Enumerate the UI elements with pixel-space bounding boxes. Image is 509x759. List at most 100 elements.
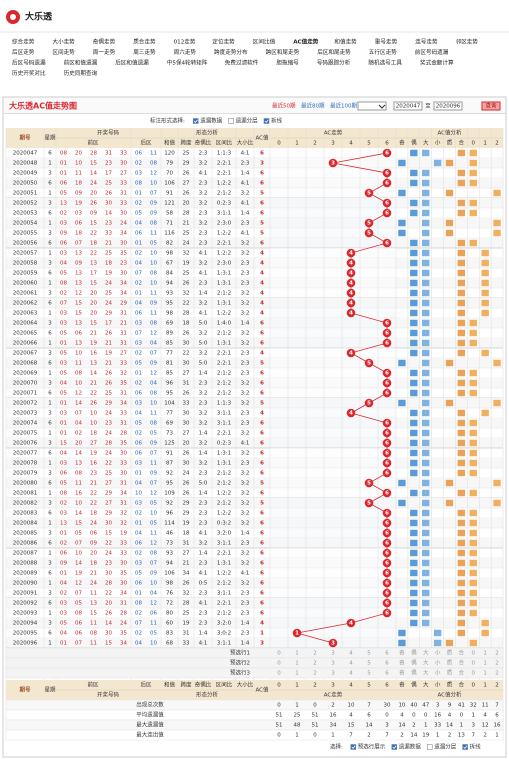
preselect-cell[interactable]: 偶 bbox=[411, 659, 417, 667]
checkbox[interactable] bbox=[192, 118, 199, 124]
preselect-cell[interactable]: 合 bbox=[459, 659, 465, 667]
preselect-cell[interactable]: 小 bbox=[435, 669, 441, 677]
preselect-cell[interactable]: 小 bbox=[435, 649, 441, 657]
nav-link[interactable]: 区间走势 bbox=[52, 48, 75, 56]
ac-analysis-mark bbox=[421, 269, 430, 277]
nav-link[interactable]: 邻区走势 bbox=[456, 38, 479, 46]
checkbox[interactable] bbox=[462, 744, 468, 750]
preselect-cell[interactable]: 1 bbox=[295, 651, 299, 657]
preselect-cell[interactable]: 1 bbox=[483, 661, 487, 667]
preselect-cell[interactable]: 6 bbox=[385, 661, 389, 667]
nav-link[interactable]: 质合走势 bbox=[133, 38, 156, 46]
nav-link[interactable]: 历史同期查询 bbox=[64, 69, 98, 77]
nav-link[interactable]: 定位走势 bbox=[212, 38, 235, 46]
preselect-cell[interactable]: 2 bbox=[495, 651, 499, 657]
preselect-cell[interactable]: 奇 bbox=[399, 649, 405, 657]
preselect-cell[interactable]: 0 bbox=[472, 671, 476, 677]
nav-link[interactable]: 中5保4轮转矩阵 bbox=[167, 59, 208, 67]
front-number: 19 bbox=[75, 571, 82, 577]
nav-link[interactable]: 号码跟踪分析 bbox=[317, 59, 351, 67]
preselect-cell[interactable]: 偶 bbox=[411, 649, 417, 657]
checkbox[interactable] bbox=[391, 744, 398, 750]
preselect-cell[interactable]: 5 bbox=[367, 651, 371, 657]
preselect-cell[interactable]: 2 bbox=[313, 661, 317, 667]
preselect-cell[interactable]: 1 bbox=[483, 651, 487, 657]
nav-link[interactable]: 后区号码遗漏 bbox=[12, 59, 46, 67]
preselect-cell[interactable]: 0 bbox=[472, 651, 476, 657]
period-select[interactable] bbox=[357, 101, 387, 111]
nav-link[interactable]: 历史开奖对比 bbox=[12, 69, 46, 77]
checkbox[interactable] bbox=[350, 744, 357, 750]
preselect-cell[interactable]: 5 bbox=[367, 661, 371, 667]
preselect-cell[interactable]: 奇 bbox=[399, 669, 405, 677]
nav-link[interactable]: 周六走势 bbox=[174, 48, 197, 56]
nav-link[interactable]: 前区和值遗漏 bbox=[64, 59, 98, 67]
nav-link[interactable]: 五行区走势 bbox=[369, 48, 397, 56]
checkbox[interactable] bbox=[426, 744, 433, 750]
preselect-cell[interactable]: 5 bbox=[367, 671, 371, 677]
range-link[interactable]: 最近100期 bbox=[330, 102, 357, 110]
preselect-cell[interactable]: 2 bbox=[495, 671, 499, 677]
nav-link[interactable]: 胆拖缩号 bbox=[276, 59, 299, 67]
to-input[interactable] bbox=[433, 101, 463, 111]
nav-link[interactable]: AC值走势 bbox=[293, 38, 319, 46]
preselect-cell[interactable]: 质 bbox=[447, 669, 453, 677]
preselect-cell[interactable]: 合 bbox=[459, 669, 465, 677]
nav-link[interactable]: 周三走势 bbox=[133, 48, 156, 56]
preselect-cell[interactable]: 质 bbox=[447, 659, 453, 667]
nav-link[interactable]: 和值走势 bbox=[334, 38, 357, 46]
nav-link[interactable]: 后区和值遗漏 bbox=[115, 59, 149, 67]
nav-link[interactable]: 免费过滤软件 bbox=[225, 59, 259, 67]
preselect-cell[interactable]: 大 bbox=[423, 659, 429, 667]
nav-link[interactable]: 后区和尾走势 bbox=[317, 48, 351, 56]
nav-link[interactable]: 区间比值 bbox=[253, 38, 276, 46]
preselect-cell[interactable]: 4 bbox=[349, 671, 353, 677]
issue-cell: 2020066 bbox=[13, 341, 38, 347]
range-link[interactable]: 最近80期 bbox=[301, 102, 325, 110]
checkbox[interactable] bbox=[263, 118, 270, 124]
nav-link[interactable]: 周一走势 bbox=[93, 48, 116, 56]
preselect-cell[interactable]: 1 bbox=[295, 661, 299, 667]
nav-link[interactable]: 跨区和尾走势 bbox=[266, 48, 300, 56]
preselect-cell[interactable]: 3 bbox=[331, 661, 335, 667]
preselect-cell[interactable]: 2 bbox=[313, 671, 317, 677]
preselect-cell[interactable]: 大 bbox=[423, 669, 429, 677]
preselect-cell[interactable]: 小 bbox=[435, 659, 441, 667]
nav-link[interactable]: 012走势 bbox=[174, 38, 196, 46]
preselect-cell[interactable]: 偶 bbox=[411, 669, 417, 677]
range-link[interactable]: 最近50期 bbox=[272, 102, 296, 110]
ac-analysis-mark bbox=[469, 459, 478, 467]
nav-link[interactable]: 随机选号工具 bbox=[368, 59, 402, 67]
preselect-cell[interactable]: 合 bbox=[459, 649, 465, 657]
preselect-cell[interactable]: 0 bbox=[277, 671, 281, 677]
preselect-cell[interactable]: 奇 bbox=[399, 659, 405, 667]
preselect-cell[interactable]: 0 bbox=[277, 651, 281, 657]
nav-link[interactable]: 前区号码遗漏 bbox=[415, 48, 449, 56]
preselect-cell[interactable]: 2 bbox=[495, 661, 499, 667]
preselect-cell[interactable]: 0 bbox=[472, 661, 476, 667]
nav-link[interactable]: 跨度走势分布 bbox=[214, 48, 248, 56]
query-button[interactable] bbox=[481, 101, 501, 111]
nav-link[interactable]: 连号走势 bbox=[415, 38, 438, 46]
nav-link[interactable]: 后区走势 bbox=[12, 48, 35, 56]
nav-link[interactable]: 奇偶走势 bbox=[93, 38, 116, 46]
preselect-cell[interactable]: 0 bbox=[277, 661, 281, 667]
preselect-cell[interactable]: 3 bbox=[331, 651, 335, 657]
from-input[interactable] bbox=[393, 101, 423, 111]
preselect-cell[interactable]: 4 bbox=[349, 651, 353, 657]
preselect-cell[interactable]: 大 bbox=[423, 649, 429, 657]
preselect-cell[interactable]: 3 bbox=[331, 671, 335, 677]
preselect-cell[interactable]: 6 bbox=[385, 651, 389, 657]
nav-link[interactable]: 重号走势 bbox=[375, 38, 398, 46]
nav-link[interactable]: 奖式金额计算 bbox=[420, 59, 454, 67]
nav-link[interactable]: 综合走势 bbox=[12, 38, 35, 46]
ac-analysis-bg bbox=[270, 278, 396, 288]
checkbox[interactable] bbox=[228, 118, 234, 124]
nav-link[interactable]: 大小走势 bbox=[52, 38, 75, 46]
preselect-cell[interactable]: 质 bbox=[447, 649, 453, 657]
preselect-cell[interactable]: 1 bbox=[295, 671, 299, 677]
preselect-cell[interactable]: 6 bbox=[385, 671, 389, 677]
preselect-cell[interactable]: 2 bbox=[313, 651, 317, 657]
preselect-cell[interactable]: 4 bbox=[349, 661, 353, 667]
preselect-cell[interactable]: 1 bbox=[483, 671, 487, 677]
